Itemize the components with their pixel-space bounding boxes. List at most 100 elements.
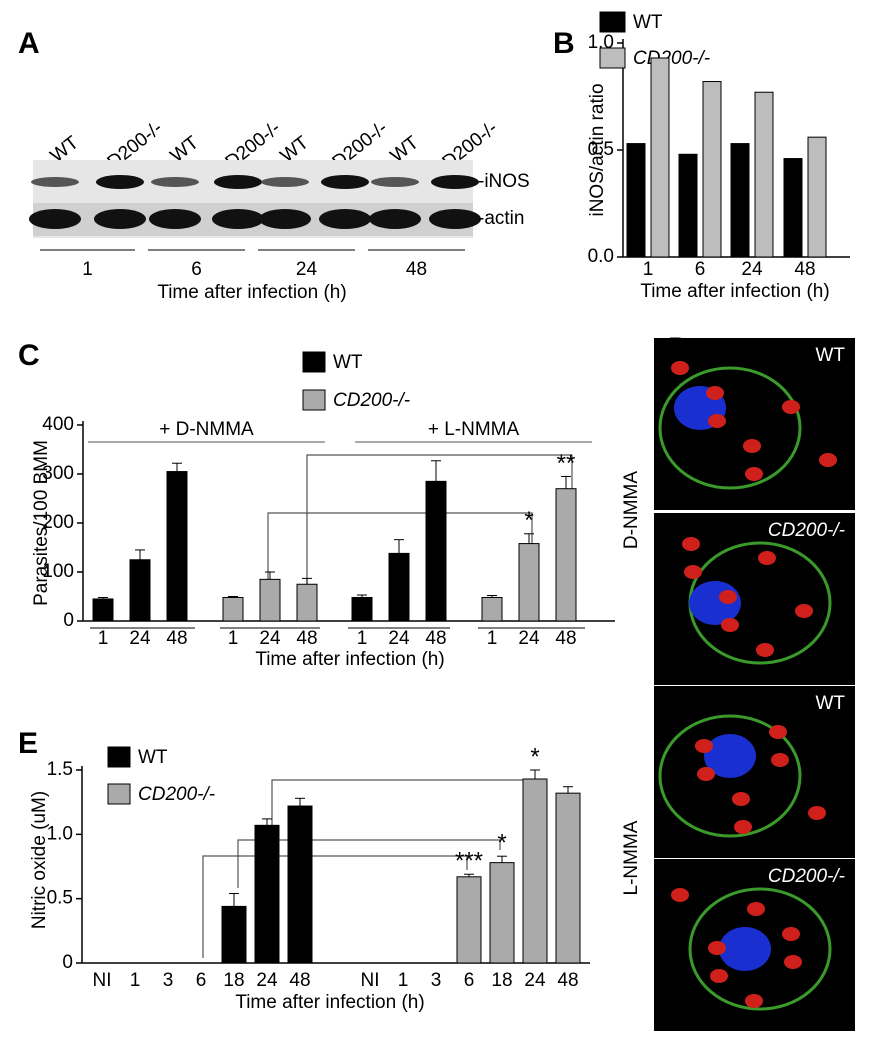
parasite xyxy=(734,820,752,834)
cell-outline xyxy=(688,887,832,1011)
bar xyxy=(518,543,540,622)
parasite xyxy=(721,618,739,632)
legend-label: CD200-/- xyxy=(633,48,710,69)
bar xyxy=(287,805,313,964)
parasite xyxy=(745,994,763,1008)
micrograph-label: CD200-/- xyxy=(768,866,845,887)
band xyxy=(29,209,81,229)
band xyxy=(151,177,199,187)
cell-outline xyxy=(658,366,802,490)
x-axis-title: Time after infection (h) xyxy=(157,282,346,303)
x-tick-label: 48 xyxy=(425,628,446,649)
parasite xyxy=(745,467,763,481)
x-tick-label: 1 xyxy=(487,628,498,649)
x-axis-title: Time after infection (h) xyxy=(640,281,829,302)
band-label: -iNOS xyxy=(478,171,530,192)
parasite xyxy=(671,361,689,375)
parasite xyxy=(708,941,726,955)
band xyxy=(149,209,201,229)
bar xyxy=(388,552,410,622)
legend-swatch xyxy=(107,783,131,805)
bracket xyxy=(237,839,501,888)
legend-label: WT xyxy=(138,747,168,768)
bar xyxy=(259,578,281,622)
parasite xyxy=(732,792,750,806)
annotation: * xyxy=(497,830,506,857)
parasite xyxy=(671,888,689,902)
band xyxy=(96,175,144,189)
parasite xyxy=(708,414,726,428)
band xyxy=(94,209,146,229)
band xyxy=(259,209,311,229)
band xyxy=(371,177,419,187)
x-tick-label: 48 xyxy=(166,628,187,649)
band xyxy=(431,175,479,189)
y-tick-label: 400 xyxy=(42,414,74,435)
x-tick-label: 24 xyxy=(518,628,540,649)
legend-swatch xyxy=(302,351,326,373)
parasite xyxy=(719,590,737,604)
x-tick-label: 48 xyxy=(555,628,576,649)
x-tick-label: 48 xyxy=(557,970,578,991)
parasite xyxy=(747,902,765,916)
band xyxy=(261,177,309,187)
bar xyxy=(783,158,803,258)
parasite xyxy=(695,739,713,753)
y-tick-label: 0 xyxy=(63,610,74,631)
x-tick-label: 1 xyxy=(98,628,109,649)
timepoint: 24 xyxy=(296,259,318,280)
micrograph: CD200-/- xyxy=(654,513,855,685)
bar xyxy=(489,862,515,964)
cell-outline xyxy=(658,714,802,838)
x-tick-label: 18 xyxy=(223,970,244,991)
band xyxy=(321,175,369,189)
y-tick-label: 0.5 xyxy=(47,888,73,909)
band xyxy=(214,175,262,189)
y-tick-label: 100 xyxy=(42,561,74,582)
x-tick-label: 24 xyxy=(259,628,281,649)
x-tick-label: 6 xyxy=(695,259,706,280)
parasite xyxy=(819,453,837,467)
x-tick-label: 24 xyxy=(129,628,151,649)
parasite xyxy=(706,386,724,400)
group-label: + L-NMMA xyxy=(428,419,520,440)
x-tick-label: 1 xyxy=(228,628,239,649)
parasite xyxy=(697,767,715,781)
legend-swatch xyxy=(599,11,626,33)
y-axis-title: Parasites/100 BMM xyxy=(31,440,52,606)
bar xyxy=(166,471,188,622)
nucleus xyxy=(689,581,741,625)
x-tick-label: 18 xyxy=(491,970,512,991)
parasite xyxy=(756,643,774,657)
y-axis-title: Nitric oxide (uM) xyxy=(29,791,50,929)
micrograph-label: WT xyxy=(815,345,845,366)
bar xyxy=(296,583,318,622)
band-label: -actin xyxy=(478,208,524,229)
bar xyxy=(678,153,698,258)
bar xyxy=(92,598,114,622)
micrograph-label: CD200-/- xyxy=(768,520,845,541)
timepoint: 48 xyxy=(406,259,427,280)
band xyxy=(319,209,371,229)
x-tick-label: 48 xyxy=(296,628,317,649)
bar xyxy=(456,876,482,964)
x-tick-label: 3 xyxy=(163,970,174,991)
timepoint: 1 xyxy=(82,259,93,280)
band xyxy=(31,177,79,187)
x-tick-label: 1 xyxy=(357,628,368,649)
parasite xyxy=(782,400,800,414)
panel-label: B xyxy=(553,27,575,60)
x-tick-label: 48 xyxy=(289,970,310,991)
row-label: D-NMMA xyxy=(621,471,642,549)
panel-label: C xyxy=(18,339,40,372)
micrograph: WT xyxy=(654,686,855,858)
micrograph: CD200-/- xyxy=(654,859,855,1031)
x-axis-title: Time after infection (h) xyxy=(255,649,444,670)
bar xyxy=(254,824,280,964)
bar xyxy=(555,792,581,964)
x-tick-label: 1 xyxy=(398,970,409,991)
bar xyxy=(222,596,244,622)
y-tick-label: 0.0 xyxy=(588,246,614,267)
micrograph: WT xyxy=(654,338,855,510)
